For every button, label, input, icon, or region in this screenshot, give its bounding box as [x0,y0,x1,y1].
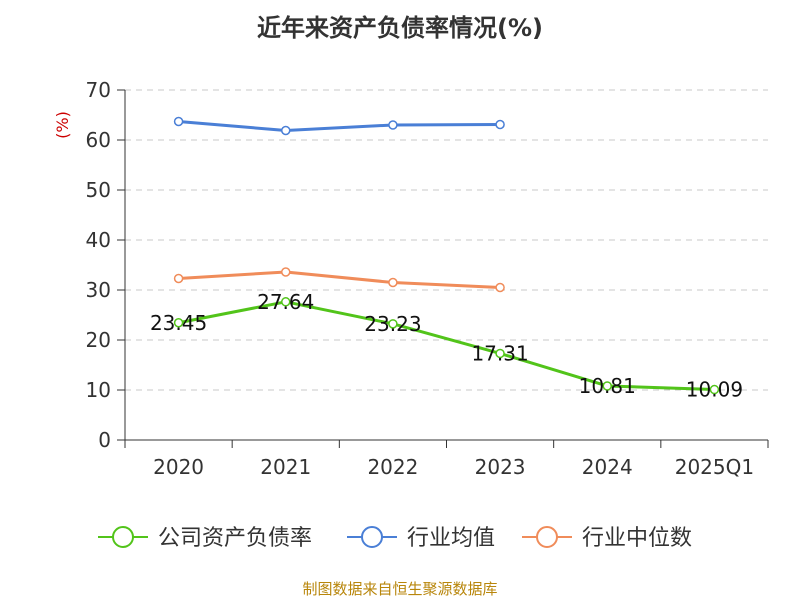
x-tick-label: 2022 [367,455,418,479]
data-point [495,119,505,130]
chart-title: 近年来资产负债率情况(%) [257,14,543,42]
x-tick-label: 2020 [153,455,204,479]
x-tick-label: 2024 [582,455,633,479]
data-point [281,297,291,307]
series-line-2 [178,270,501,289]
legend: 公司资产负债率 行业均值 行业中位数 [98,526,692,551]
y-axis-unit: (%) [53,111,72,139]
data-point [388,319,398,329]
legend-label: 行业均值 [407,526,495,551]
data-label: 23.23 [364,312,421,336]
data-point [495,348,505,359]
data-point [602,381,612,391]
source-footer: 制图数据来自恒生聚源数据库 [302,580,498,598]
data-point [173,318,184,328]
y-tick-label: 10 [86,378,111,402]
data-point [495,282,505,293]
data-point [173,116,184,127]
series-line-1 [178,120,501,132]
legend-label: 公司资产负债率 [158,526,312,551]
y-tick-label: 40 [86,228,111,252]
grid-lines [125,89,768,391]
series-group [173,116,720,395]
x-tick-label: 2025Q1 [675,455,754,479]
data-label: 27.64 [257,290,314,314]
legend-swatch-marker [536,526,558,548]
legend-swatch-marker [112,526,134,548]
data-label: 10.81 [579,374,636,398]
legend-swatch-marker [361,526,383,548]
data-label: 17.31 [471,341,528,365]
y-tick-label: 0 [98,428,111,452]
data-point [281,267,291,277]
data-point [281,125,291,136]
data-label: 10.09 [686,378,743,402]
y-tick-label: 70 [86,78,111,102]
x-tick-label: 2021 [260,455,311,479]
data-point [388,120,398,130]
data-labels: 23.45 27.64 23.23 17.31 10.81 10.09 [150,290,743,402]
y-tick-label: 20 [86,328,111,352]
y-tick-label: 50 [86,178,111,202]
y-tick-label: 60 [86,128,111,152]
legend-label: 行业中位数 [582,526,692,551]
axes: 0 10 20 30 40 50 60 70 2020 2021 2022 2023 2024 2025Q… [53,78,769,479]
y-tick-label: 30 [86,278,111,302]
series-line-0 [178,300,715,392]
data-point [173,273,184,284]
x-tick-label: 2023 [475,455,526,479]
data-point [388,277,398,288]
data-point [709,384,720,395]
data-label: 23.45 [150,311,207,335]
